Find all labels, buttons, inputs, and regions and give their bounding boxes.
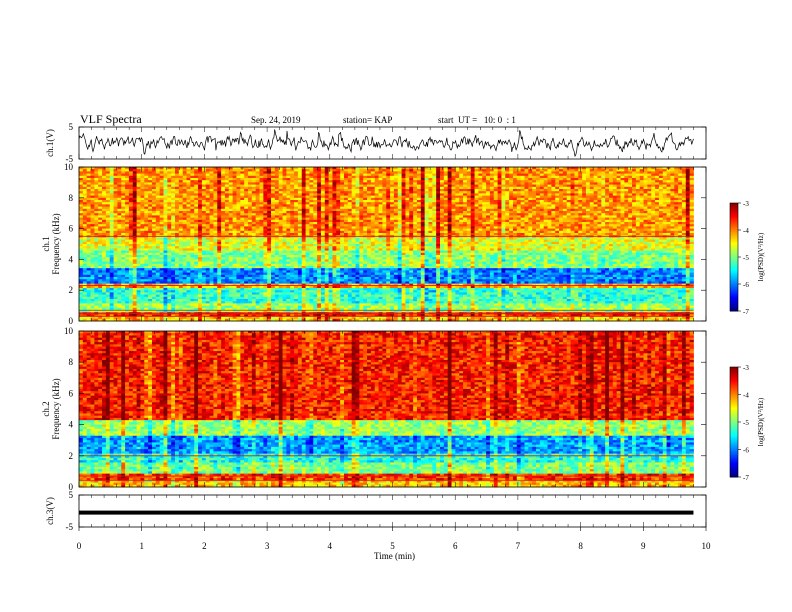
y-tick-label: 2 <box>69 451 74 461</box>
ch1-colorbar: -3 -4 -5 -6 -7 log(PSD)(V²/Hz) <box>730 200 765 316</box>
ch1-spectrogram-image <box>79 167 694 321</box>
x-tick-label: 3 <box>265 541 270 551</box>
colorbar-label: log(PSD)(V²/Hz) <box>757 397 765 446</box>
x-tick-label: 9 <box>641 541 646 551</box>
y-tick-label: 4 <box>69 254 74 264</box>
figure-title: VLF Spectra <box>80 112 142 127</box>
y-tick-label: 10 <box>64 162 74 172</box>
colorbar-tick-label: -7 <box>743 308 749 316</box>
y-tick-label: 5 <box>69 122 74 132</box>
y-axis-label: ch.1 <box>41 236 51 251</box>
y-axis-label: Frequency (kHz) <box>51 213 61 274</box>
colorbar-tick-label: -4 <box>743 227 749 235</box>
x-tick-label: 5 <box>390 541 395 551</box>
ch3-waveform-trace <box>79 511 693 515</box>
y-tick-label: 10 <box>64 326 74 336</box>
y-tick-label: -5 <box>66 522 74 532</box>
start-time-label: start UT = 10: 0 : 1 <box>438 115 516 125</box>
x-tick-label: 8 <box>578 541 583 551</box>
ch1-waveform-line <box>79 129 694 156</box>
x-tick-label: 2 <box>202 541 207 551</box>
x-tick-label: 4 <box>328 541 333 551</box>
x-tick-label: 1 <box>139 541 144 551</box>
y-axis-label: ch.2 <box>41 401 51 416</box>
y-axis-label: ch.3(V) <box>45 497 55 525</box>
y-tick-label: 4 <box>69 420 74 430</box>
colorbar-tick-label: -5 <box>743 419 749 427</box>
ch2-spectrogram-image <box>79 331 694 487</box>
colorbar-tick-label: -7 <box>743 474 749 482</box>
x-tick-label: 0 <box>77 541 82 551</box>
date-label: Sep. 24, 2019 <box>251 115 301 125</box>
colorbar-tick-label: -5 <box>743 254 749 262</box>
ch1-waveform-trace <box>79 129 694 156</box>
colorbar-tick-label: -3 <box>743 200 749 208</box>
colorbar-label: log(PSD)(V²/Hz) <box>757 232 765 281</box>
y-axis-label: ch.1(V) <box>45 129 55 157</box>
colorbar-tick-label: -4 <box>743 392 749 400</box>
ch2-colorbar: -3 -4 -5 -6 -7 log(PSD)(V²/Hz) <box>730 364 765 482</box>
y-tick-label: 6 <box>69 224 74 234</box>
y-tick-label: 8 <box>69 357 74 367</box>
y-tick-label: 8 <box>69 193 74 203</box>
station-label: station= KAP <box>343 115 392 125</box>
y-tick-label: 6 <box>69 388 74 398</box>
y-tick-label: 0 <box>69 316 74 326</box>
colorbar-tick-label: -6 <box>743 281 749 289</box>
colorbar-tick-label: -3 <box>743 364 749 372</box>
y-axis-label: Frequency (kHz) <box>51 378 61 439</box>
colorbar-tick-label: -6 <box>743 447 749 455</box>
ch3-waveform-line <box>79 511 693 515</box>
x-tick-label: 7 <box>516 541 521 551</box>
y-tick-label: 5 <box>69 490 74 500</box>
x-axis-label: Time (min) <box>374 551 415 561</box>
x-tick-label: 10 <box>702 541 712 551</box>
y-tick-label: 2 <box>69 285 74 295</box>
x-tick-label: 6 <box>453 541 458 551</box>
vlf-spectra-figure: -3 -4 -5 -6 -7 log(PSD)(V²/Hz) -3 -4 -5 -6 -7 log(… <box>0 0 792 612</box>
